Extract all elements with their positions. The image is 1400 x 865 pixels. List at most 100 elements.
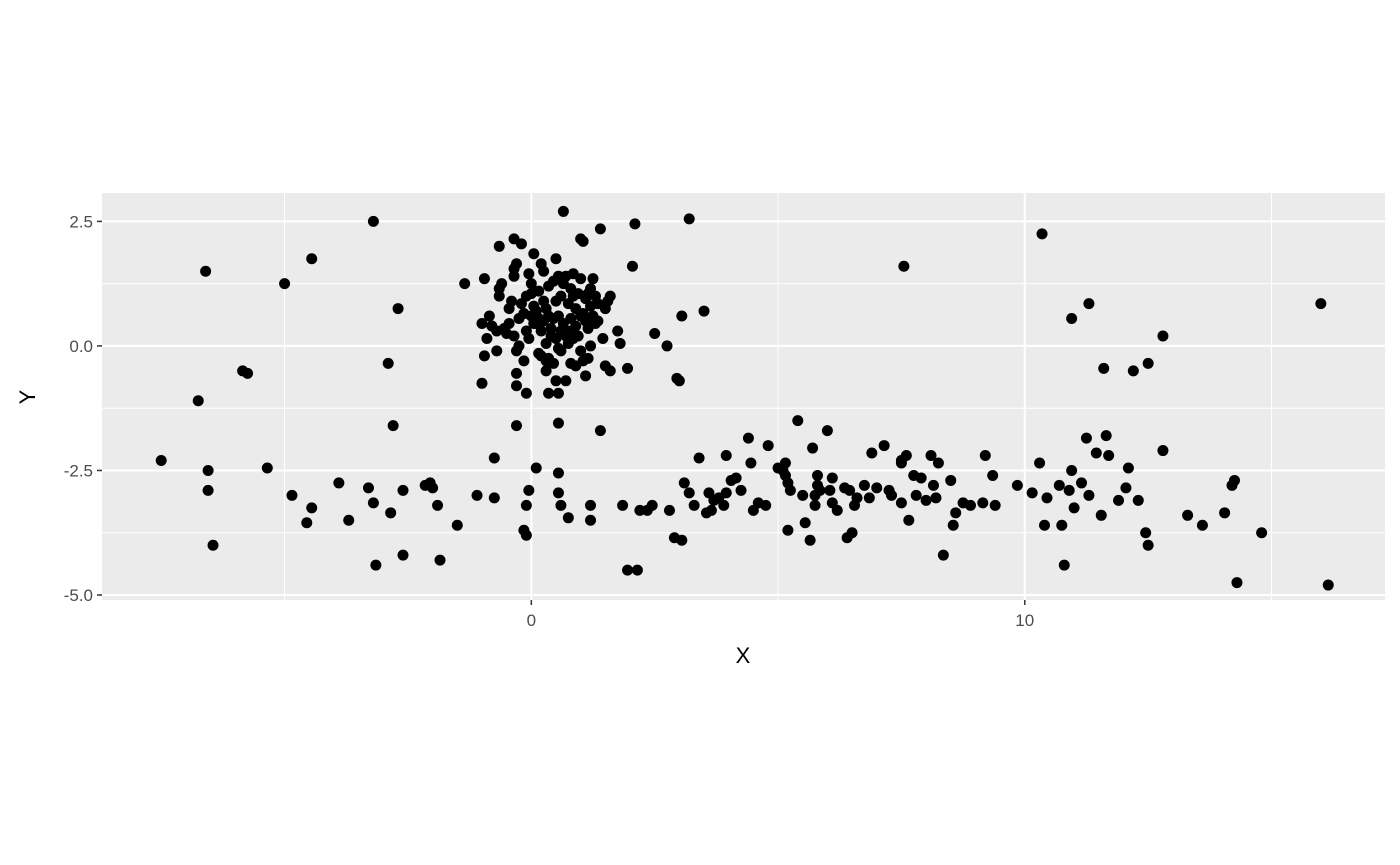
data-point: [784, 484, 796, 496]
data-point: [742, 432, 754, 444]
data-point: [987, 469, 999, 481]
data-point: [735, 484, 747, 496]
data-point: [871, 482, 883, 494]
y-tick-label: -2.5: [64, 461, 93, 480]
data-point: [626, 260, 638, 272]
data-point: [476, 377, 488, 389]
data-point: [604, 290, 616, 302]
data-point: [552, 487, 564, 499]
data-point: [202, 464, 214, 476]
data-point: [562, 512, 574, 524]
data-point: [575, 345, 587, 357]
data-point: [886, 489, 898, 501]
data-point: [977, 497, 989, 509]
y-axis-ticks: 2.5 0.0 -2.5 -5.0: [64, 212, 102, 605]
data-point: [851, 492, 863, 504]
data-point: [367, 215, 379, 227]
data-point: [523, 268, 535, 280]
data-point: [898, 260, 910, 272]
data-point: [1080, 432, 1092, 444]
data-point: [478, 350, 490, 362]
data-point: [491, 345, 503, 357]
data-point: [678, 477, 690, 489]
data-point: [762, 440, 774, 452]
data-point: [511, 420, 523, 432]
data-point: [594, 425, 606, 437]
data-point: [1256, 527, 1268, 539]
data-point: [451, 519, 463, 531]
data-point: [915, 472, 927, 484]
data-point: [688, 499, 700, 511]
data-point: [804, 534, 816, 546]
data-point: [530, 462, 542, 474]
data-point: [207, 539, 219, 551]
data-point: [1034, 457, 1046, 469]
data-point: [698, 305, 710, 317]
data-point: [799, 517, 811, 529]
data-point: [900, 450, 912, 462]
data-point: [779, 457, 791, 469]
data-point: [242, 367, 254, 379]
data-point: [844, 484, 856, 496]
data-point: [555, 345, 567, 357]
data-point: [947, 519, 959, 531]
data-point: [1056, 519, 1068, 531]
data-point: [927, 479, 939, 491]
data-point: [1142, 357, 1154, 369]
data-point: [488, 492, 500, 504]
data-point: [831, 504, 843, 516]
data-point: [200, 265, 212, 277]
data-point: [1157, 445, 1169, 457]
data-point: [1036, 228, 1048, 240]
data-point: [476, 318, 488, 330]
data-point: [261, 462, 273, 474]
data-point: [548, 357, 560, 369]
data-point: [1076, 477, 1088, 489]
data-point: [1219, 507, 1231, 519]
data-point: [286, 489, 298, 501]
data-point: [362, 482, 374, 494]
data-point: [614, 337, 626, 349]
data-point: [1063, 484, 1075, 496]
data-point: [693, 452, 705, 464]
data-point: [580, 370, 592, 382]
data-point: [543, 387, 555, 399]
data-point: [279, 278, 291, 290]
data-point: [528, 248, 540, 260]
x-axis-title: X: [736, 643, 751, 668]
data-point: [1041, 492, 1053, 504]
data-point: [1140, 527, 1152, 539]
data-point: [511, 367, 523, 379]
data-point: [1142, 539, 1154, 551]
data-point: [1315, 298, 1327, 310]
data-point: [858, 479, 870, 491]
data-point: [846, 527, 858, 539]
data-point: [582, 352, 594, 364]
data-point: [523, 484, 535, 496]
data-point: [594, 223, 606, 235]
data-point: [718, 499, 730, 511]
data-point: [1122, 462, 1134, 474]
data-point: [555, 499, 567, 511]
data-point: [925, 450, 937, 462]
data-point: [533, 285, 545, 297]
data-point: [557, 205, 569, 217]
data-point: [523, 332, 535, 344]
data-point: [585, 340, 597, 352]
data-point: [661, 340, 673, 352]
data-point: [866, 447, 878, 459]
data-point: [520, 387, 532, 399]
data-point: [903, 514, 915, 526]
data-point: [570, 320, 582, 332]
data-point: [676, 310, 688, 322]
data-point: [792, 415, 804, 427]
data-point: [392, 303, 404, 315]
data-point: [459, 278, 471, 290]
data-point: [577, 235, 589, 247]
data-point: [629, 218, 641, 230]
data-point: [397, 484, 409, 496]
data-point: [683, 213, 695, 225]
data-point: [370, 559, 382, 571]
data-point: [496, 278, 508, 290]
